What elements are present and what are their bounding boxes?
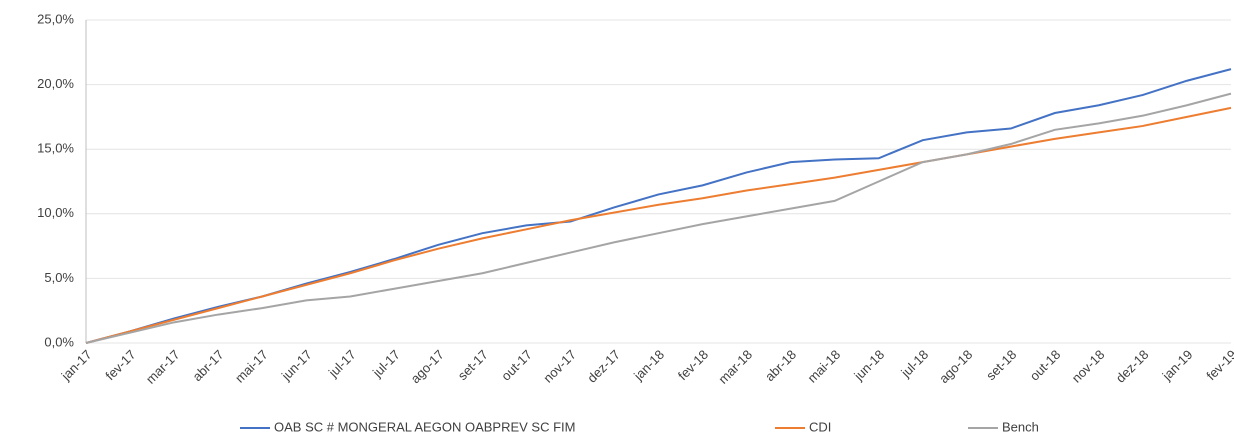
x-tick-label: mai-17 bbox=[232, 347, 271, 386]
x-tick-label: out-17 bbox=[498, 347, 535, 384]
y-tick-label: 25,0% bbox=[37, 11, 74, 26]
x-tick-label: set-17 bbox=[455, 347, 491, 383]
x-tick-label: mar-17 bbox=[143, 347, 183, 387]
y-tick-label: 15,0% bbox=[37, 141, 74, 156]
x-tick-label: nov-18 bbox=[1069, 347, 1108, 386]
legend-label: CDI bbox=[809, 419, 831, 434]
y-tick-label: 0,0% bbox=[44, 334, 74, 349]
y-tick-label: 10,0% bbox=[37, 205, 74, 220]
x-tick-label: out-18 bbox=[1027, 347, 1064, 384]
legend-label: Bench bbox=[1002, 419, 1039, 434]
x-tick-label: jul-17 bbox=[369, 347, 403, 381]
x-tick-label: jul-17 bbox=[325, 347, 359, 381]
x-tick-label: nov-17 bbox=[540, 347, 579, 386]
x-tick-label: ago-17 bbox=[408, 347, 447, 386]
x-tick-label: dez-18 bbox=[1113, 347, 1152, 386]
series-line bbox=[85, 106, 1232, 344]
y-tick-label: 5,0% bbox=[44, 270, 74, 285]
legend-label: OAB SC # MONGERAL AEGON OABPREV SC FIM bbox=[274, 419, 575, 434]
x-tick-label: fev-18 bbox=[675, 347, 711, 383]
x-tick-label: dez-17 bbox=[584, 347, 623, 386]
x-tick-label: jan-17 bbox=[58, 347, 95, 384]
x-tick-label: jul-18 bbox=[897, 347, 931, 381]
x-tick-label: mai-18 bbox=[804, 347, 843, 386]
x-tick-label: abr-18 bbox=[762, 347, 799, 384]
x-tick-label: abr-17 bbox=[189, 347, 226, 384]
series-line bbox=[85, 68, 1232, 344]
x-tick-label: fev-17 bbox=[102, 347, 138, 383]
x-tick-label: ago-18 bbox=[936, 347, 975, 386]
y-tick-label: 20,0% bbox=[37, 76, 74, 91]
series-line bbox=[85, 92, 1232, 344]
x-tick-label: mar-18 bbox=[715, 347, 755, 387]
x-tick-label: fev-19 bbox=[1203, 347, 1234, 383]
x-tick-label: set-18 bbox=[983, 347, 1019, 383]
x-tick-label: jan-18 bbox=[630, 347, 667, 384]
x-tick-label: jun-18 bbox=[850, 347, 887, 384]
x-tick-label: jan-19 bbox=[1159, 347, 1196, 384]
x-tick-label: jun-17 bbox=[278, 347, 315, 384]
